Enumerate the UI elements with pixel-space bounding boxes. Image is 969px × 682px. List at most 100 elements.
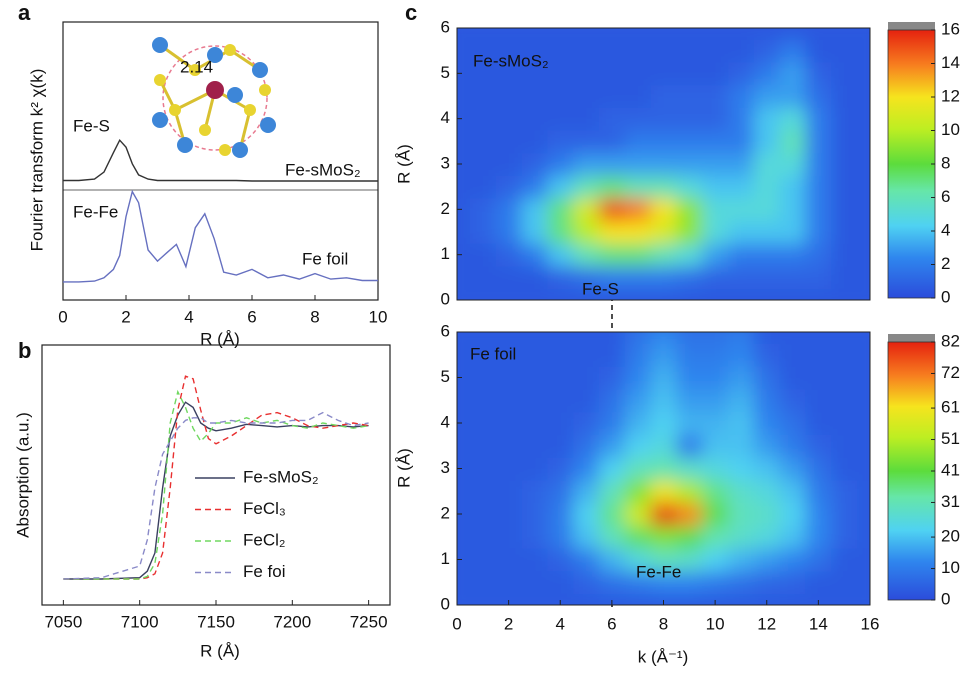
- heatmap-cell: [469, 525, 497, 549]
- heatmap-cell: [702, 548, 729, 572]
- heatmap-cell: [650, 198, 677, 222]
- x-tick-label: 8: [659, 614, 668, 633]
- heatmap-cell: [857, 84, 870, 108]
- heatmap-cell: [753, 548, 781, 572]
- heatmap-cell: [521, 39, 548, 63]
- heatmap-cell: [650, 220, 677, 244]
- heatmap-cell: [457, 288, 471, 300]
- heatmap-cell: [624, 479, 652, 504]
- heatmap-cell: [598, 107, 626, 131]
- heatmap-cell: [728, 84, 755, 108]
- heatmap-cell: [728, 343, 755, 367]
- heatmap-cell: [779, 548, 806, 572]
- heatmap-cell: [676, 502, 703, 526]
- heatmap-cell: [495, 288, 523, 300]
- y-tick-label: 6: [441, 17, 450, 36]
- heatmap-cell: [857, 457, 870, 481]
- heatmap-cell: [753, 130, 781, 154]
- annotation: Fe-S: [73, 116, 110, 135]
- colorbar-cap: [888, 22, 935, 30]
- x-tick-label: 10: [369, 307, 388, 326]
- heatmap-cell: [521, 152, 548, 176]
- heatmap-cell: [779, 107, 806, 131]
- y-tick-label: 5: [441, 63, 450, 82]
- x-tick-label: 16: [861, 614, 880, 633]
- x-tick-label: 4: [556, 614, 565, 633]
- heatmap-cell: [469, 84, 497, 108]
- heatmap-cell: [457, 39, 471, 63]
- heatmap-cell: [598, 266, 626, 290]
- heatmap-cell: [547, 175, 574, 199]
- heatmap: [457, 332, 870, 605]
- heatmap-cell: [521, 175, 548, 199]
- heatmap-cell: [457, 388, 471, 413]
- heatmap-cell: [779, 366, 806, 390]
- heatmap-cell: [469, 570, 497, 595]
- heatmap-cell: [728, 366, 755, 390]
- heatmap-cell: [728, 434, 755, 458]
- x-axis-label: R (Å): [200, 329, 240, 348]
- heatmap-cell: [676, 130, 703, 154]
- heatmap-cell: [753, 502, 781, 526]
- heatmap-cell: [650, 479, 677, 504]
- heatmap-cell: [779, 175, 806, 199]
- structure-inset: [152, 37, 276, 158]
- heatmap-cell: [624, 411, 652, 435]
- heatmap-cell: [624, 220, 652, 244]
- panel-label: a: [18, 0, 31, 25]
- heatmap-cell: [573, 107, 600, 131]
- heatmap-cell: [521, 548, 548, 572]
- heatmap-cell: [495, 175, 523, 199]
- heatmap-cell: [495, 411, 523, 435]
- x-tick-label: 7250: [350, 612, 388, 631]
- heatmap-cell: [779, 411, 806, 435]
- heatmap-cell: [624, 548, 652, 572]
- heatmap-cell: [702, 198, 729, 222]
- heatmap-cell: [753, 175, 781, 199]
- heatmap-cell: [469, 366, 497, 390]
- heatmap-cell: [779, 39, 806, 63]
- heatmap-cell: [547, 548, 574, 572]
- heatmap-cell: [521, 84, 548, 108]
- heatmap-cell: [521, 388, 548, 413]
- heatmap-cell: [547, 243, 574, 267]
- heatmap-cell: [831, 525, 858, 549]
- heatmap-cell: [521, 220, 548, 244]
- heatmap-cell: [805, 152, 832, 176]
- heatmap-cell: [753, 525, 781, 549]
- heatmap-cell: [650, 107, 677, 131]
- heatmap-cell: [598, 570, 626, 595]
- heatmap-cell: [779, 152, 806, 176]
- heatmap-cell: [598, 411, 626, 435]
- heatmap-cell: [624, 457, 652, 481]
- heatmap-cell: [469, 62, 497, 86]
- heatmap-cell: [521, 343, 548, 367]
- heatmap-cell: [457, 434, 471, 458]
- colorbar-tick-label: 31: [941, 492, 960, 511]
- heatmap-cell: [495, 130, 523, 154]
- heatmap-cell: [779, 570, 806, 595]
- x-tick-label: 7200: [273, 612, 311, 631]
- heatmap-cell: [702, 28, 729, 40]
- heatmap-cell: [728, 220, 755, 244]
- heatmap-cells: [457, 28, 870, 300]
- heatmap-cell: [831, 570, 858, 595]
- heatmap-cell: [779, 457, 806, 481]
- x-tick-label: 7050: [44, 612, 82, 631]
- heatmap-cell: [495, 107, 523, 131]
- heatmap-cell: [779, 343, 806, 367]
- heatmap-cell: [702, 39, 729, 63]
- colorbar-tick-label: 6: [941, 187, 950, 206]
- heatmap-cell: [702, 220, 729, 244]
- heatmap-cell: [857, 243, 870, 267]
- heatmap-cell: [650, 62, 677, 86]
- x-tick-label: 4: [184, 307, 193, 326]
- colorbar-tick-label: 16: [941, 19, 960, 38]
- heatmap-cell: [805, 332, 832, 344]
- heatmap-cell: [598, 366, 626, 390]
- heatmap-cell: [573, 411, 600, 435]
- y-tick-label: 4: [441, 108, 450, 127]
- heatmap-cell: [676, 266, 703, 290]
- y-tick-label: 1: [441, 549, 450, 568]
